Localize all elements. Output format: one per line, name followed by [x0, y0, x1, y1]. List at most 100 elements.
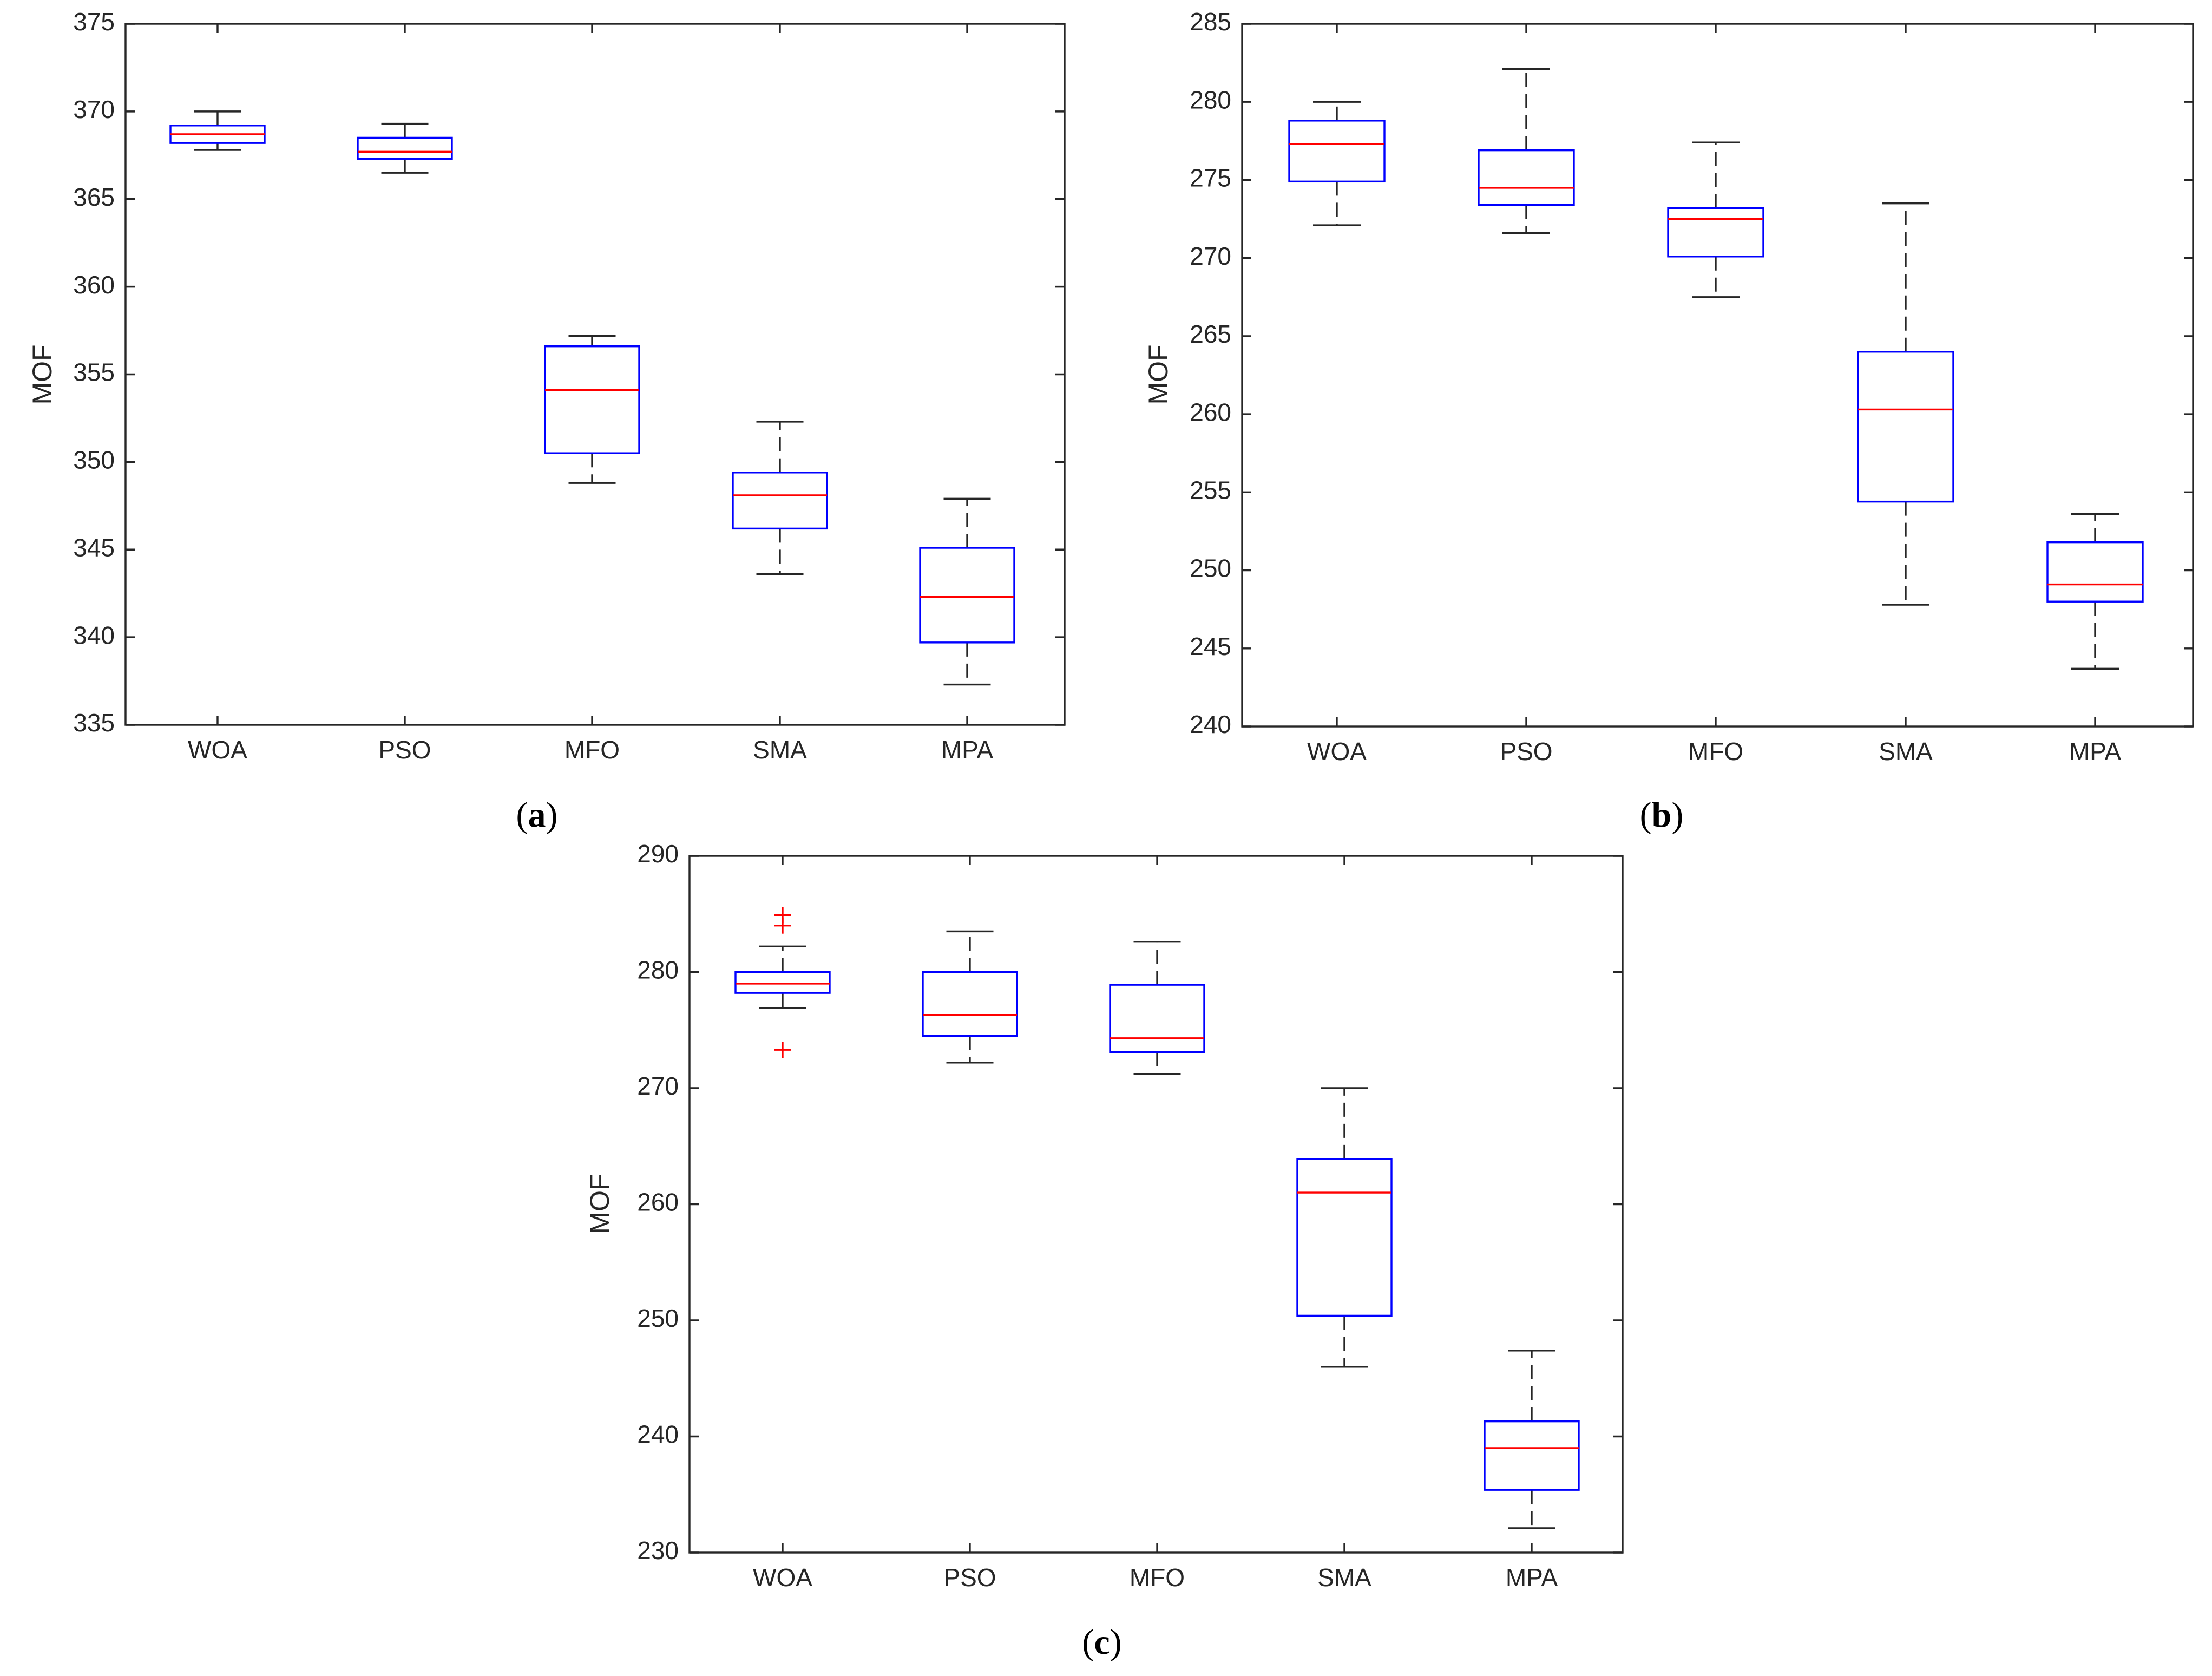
iqr-box: [1667, 207, 1764, 258]
caption-b-close: ): [1671, 795, 1683, 835]
caption-c-open: (: [1082, 1622, 1094, 1662]
caption-a-letter: a: [528, 795, 546, 835]
y-tick-label-a-6: 365: [73, 183, 115, 211]
y-tick-label-a-2: 345: [73, 533, 115, 561]
caption-a-close: ): [546, 795, 558, 835]
box-b-pso: [1478, 68, 1575, 234]
box-a-woa: [169, 110, 266, 151]
box-c-mpa: [1484, 1350, 1580, 1529]
plot-frame-b: [1241, 23, 2194, 728]
iqr-box: [2046, 541, 2144, 603]
iqr-box: [922, 971, 1018, 1037]
caption-c-letter: c: [1094, 1622, 1110, 1662]
box-b-mfo: [1667, 141, 1764, 298]
x-tick-label-a-3: SMA: [753, 736, 807, 764]
caption-a-open: (: [516, 795, 528, 835]
plot-frame-c: [688, 855, 1624, 1554]
caption-b: (b): [1640, 795, 1684, 835]
x-tick-label-b-1: PSO: [1500, 737, 1552, 765]
iqr-box: [1288, 120, 1386, 183]
x-tick-label-b-0: WOA: [1307, 737, 1367, 765]
outlier-marker: [774, 1042, 791, 1058]
box-c-sma: [1296, 1087, 1393, 1368]
x-tick-label-c-4: MPA: [1506, 1563, 1558, 1592]
y-tick-label-b-6: 270: [1190, 242, 1231, 270]
y-tick-label-b-1: 245: [1190, 632, 1231, 660]
caption-c-close: ): [1110, 1622, 1122, 1662]
iqr-box: [1484, 1420, 1580, 1491]
y-tick-label-c-0: 230: [637, 1536, 679, 1564]
iqr-box: [919, 547, 1015, 644]
caption-b-open: (: [1640, 795, 1652, 835]
x-tick-label-b-3: SMA: [1879, 737, 1933, 765]
x-axis-b: WOA PSO MFO SMA MPA: [1307, 24, 2121, 765]
y-tick-label-b-3: 255: [1190, 476, 1231, 504]
caption-b-letter: b: [1652, 795, 1672, 835]
y-tick-label-c-6: 290: [637, 840, 679, 868]
x-tick-label-b-4: MPA: [2069, 737, 2122, 765]
box-c-woa: [734, 907, 831, 1058]
boxes-a: [169, 110, 1015, 686]
y-tick-label-b-2: 250: [1190, 554, 1231, 582]
x-axis-a: WOA PSO MFO SMA MPA: [188, 24, 993, 764]
y-tick-label-a-3: 350: [73, 446, 115, 474]
y-tick-label-b-5: 265: [1190, 320, 1231, 348]
box-a-pso: [357, 122, 453, 174]
x-tick-label-c-3: SMA: [1317, 1563, 1371, 1592]
y-tick-label-b-0: 240: [1190, 710, 1231, 738]
iqr-box: [1109, 984, 1205, 1053]
iqr-box: [1296, 1158, 1393, 1317]
iqr-box: [732, 472, 828, 530]
y-tick-label-a-4: 355: [73, 358, 115, 387]
box-a-mpa: [919, 497, 1015, 686]
y-tick-label-c-4: 270: [637, 1072, 679, 1100]
y-axis-title-c: MOF: [585, 1174, 615, 1234]
y-tick-label-b-8: 280: [1190, 86, 1231, 114]
boxes-c: [734, 907, 1580, 1529]
y-tick-label-a-5: 360: [73, 271, 115, 299]
iqr-box: [1478, 149, 1575, 206]
y-tick-label-c-5: 280: [637, 956, 679, 984]
iqr-box: [544, 345, 640, 454]
y-tick-label-a-0: 335: [73, 709, 115, 737]
x-tick-label-c-0: WOA: [753, 1563, 812, 1592]
y-tick-label-b-9: 285: [1190, 8, 1231, 36]
y-tick-label-c-2: 250: [637, 1304, 679, 1332]
panel-b: 240 245 250 255 260 265 270 275 280 285 WOA PSO MFO…: [1143, 8, 2194, 835]
x-tick-label-a-2: MFO: [565, 736, 620, 764]
y-tick-label-a-8: 375: [73, 8, 115, 36]
x-tick-label-b-2: MFO: [1688, 737, 1743, 765]
box-c-pso: [922, 930, 1018, 1064]
y-tick-label-b-7: 275: [1190, 164, 1231, 192]
y-tick-label-b-4: 260: [1190, 398, 1231, 426]
y-tick-label-c-3: 260: [637, 1188, 679, 1216]
y-axis-title-b: MOF: [1143, 344, 1173, 404]
boxes-b: [1288, 68, 2144, 670]
outlier-marker: [774, 907, 791, 924]
iqr-box: [734, 971, 831, 994]
box-b-sma: [1857, 202, 1954, 606]
caption-c: (c): [1082, 1622, 1121, 1662]
iqr-box: [357, 136, 453, 160]
x-tick-label-a-0: WOA: [188, 736, 247, 764]
box-c-mfo: [1109, 941, 1205, 1075]
caption-a: (a): [516, 795, 558, 835]
x-tick-label-a-1: PSO: [378, 736, 431, 764]
iqr-box: [1857, 351, 1954, 503]
y-axis-a: 335 340 345 350 355 360 365 370 375: [73, 8, 1065, 737]
y-axis-title-a: MOF: [27, 344, 57, 404]
x-tick-label-c-2: MFO: [1130, 1563, 1185, 1592]
y-axis-b: 240 245 250 255 260 265 270 275 280 285: [1190, 8, 2193, 738]
box-a-mfo: [544, 335, 640, 484]
x-tick-label-a-4: MPA: [941, 736, 994, 764]
y-tick-label-a-1: 340: [73, 621, 115, 649]
plot-frame-a: [124, 23, 1066, 726]
x-axis-c: WOA PSO MFO SMA MPA: [753, 856, 1558, 1592]
y-tick-label-a-7: 370: [73, 95, 115, 123]
box-b-woa: [1288, 101, 1386, 226]
x-tick-label-c-1: PSO: [943, 1563, 996, 1592]
box-b-mpa: [2046, 513, 2144, 670]
y-tick-label-c-1: 240: [637, 1420, 679, 1449]
box-a-sma: [732, 421, 828, 575]
